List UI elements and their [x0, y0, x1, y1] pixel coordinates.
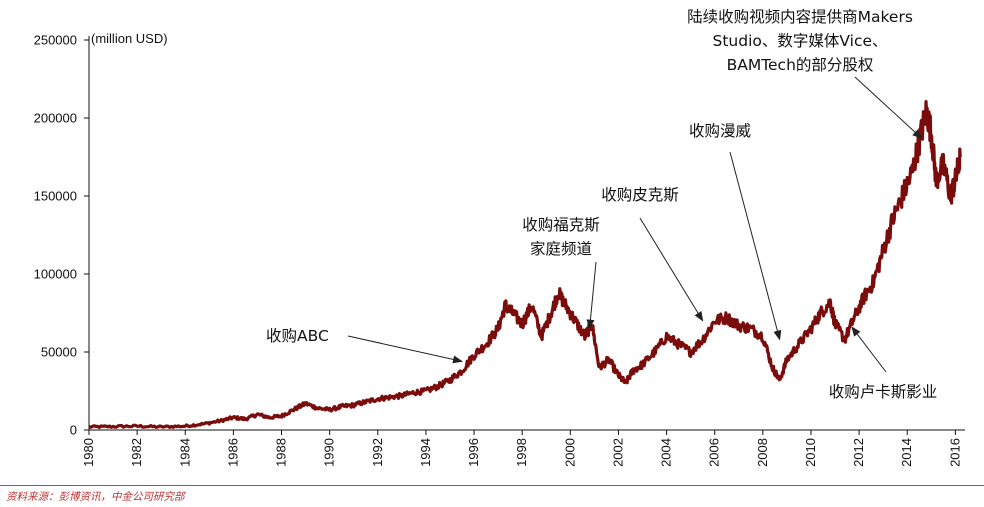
- x-tick-label: 2016: [947, 438, 962, 467]
- x-tick-label: 1984: [177, 438, 192, 467]
- annotation-arrow: [851, 326, 887, 373]
- annotation-text: 陆续收购视频内容提供商Makers: [687, 8, 913, 26]
- annotation-lucasfilm: 收购卢卡斯影业: [829, 326, 938, 401]
- axes: 0 50000 100000 150000 200000 250000 (million U…: [34, 31, 965, 467]
- x-tick-label: 1982: [129, 438, 144, 467]
- x-tick-label: 1980: [81, 438, 96, 467]
- annotation-arrow: [854, 76, 923, 139]
- annotation-marvel: 收购漫威: [689, 122, 782, 341]
- annotation-text: BAMTech的部分股权: [727, 56, 874, 74]
- source-note: 资料来源：彭博资讯，中金公司研究部: [6, 491, 185, 503]
- y-tick-label: 150000: [34, 189, 77, 204]
- y-tick-label: 100000: [34, 267, 77, 282]
- x-tick-label: 2006: [707, 438, 722, 467]
- y-tick-label: 200000: [34, 111, 77, 126]
- annotation-arrow: [586, 261, 597, 330]
- annotation-text: 收购福克斯: [522, 216, 600, 234]
- y-tick-label: 50000: [41, 345, 77, 360]
- annotation-text: 家庭频道: [530, 240, 592, 258]
- x-tick-label: 2010: [803, 438, 818, 467]
- annotation-pixar: 收购皮克斯: [601, 186, 704, 322]
- annotation-makers: 陆续收购视频内容提供商Makers Studio、数字媒体Vice、 BAMTech…: [687, 8, 923, 139]
- annotation-abc: 收购ABC: [266, 327, 463, 364]
- x-tick-label: 2002: [610, 438, 625, 467]
- x-tick-label: 1986: [225, 438, 240, 467]
- x-tick-label: 1996: [466, 438, 481, 467]
- annotation-arrow: [347, 335, 463, 364]
- annotation-text: 收购ABC: [266, 327, 329, 345]
- x-tick-label: 2000: [562, 438, 577, 467]
- y-axis-unit-label: (million USD): [91, 31, 168, 46]
- stock-price-line: [88, 99, 962, 430]
- series-layer: [88, 99, 962, 430]
- annotation-text: 收购卢卡斯影业: [829, 383, 938, 401]
- annotation-text: 收购漫威: [689, 122, 751, 140]
- x-tick-label: 2004: [659, 438, 674, 467]
- annotation-arrow: [729, 151, 782, 341]
- annotation-text: Studio、数字媒体Vice、: [713, 32, 888, 50]
- x-tick-label: 1988: [274, 438, 289, 467]
- x-tick-label: 1990: [322, 438, 337, 467]
- x-tick-label: 1994: [418, 438, 433, 467]
- x-tick-label: 2012: [851, 438, 866, 467]
- source-divider: [0, 485, 984, 486]
- y-tick-label: 0: [70, 423, 77, 438]
- x-tick-label: 1992: [370, 438, 385, 467]
- x-tick-label: 2014: [899, 438, 914, 467]
- annotation-text: 收购皮克斯: [601, 186, 679, 204]
- x-tick-label: 1998: [514, 438, 529, 467]
- x-tick-label: 2008: [755, 438, 770, 467]
- annotation-arrow: [639, 217, 704, 322]
- y-tick-label: 250000: [34, 33, 77, 48]
- annotations: 收购ABC收购福克斯家庭频道收购皮克斯收购漫威收购卢卡斯影业陆续收购视频内容提供…: [266, 8, 937, 401]
